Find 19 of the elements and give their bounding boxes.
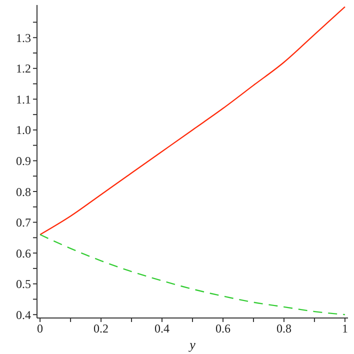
y-tick-label: 0.8 [16, 184, 31, 199]
y-tick-label: 0.4 [16, 308, 31, 322]
x-tick-label: 0.6 [215, 322, 230, 336]
y-tick-label: 1.2 [16, 62, 31, 76]
y-tick-label: 0.5 [16, 277, 31, 292]
line-series [39, 234, 346, 316]
y-tick-label: 1.1 [16, 92, 31, 106]
x-tick-label: 0.2 [94, 322, 109, 336]
x-tick-label: 1 [342, 322, 348, 336]
y-tick-label: 0.9 [16, 154, 31, 168]
x-tick-label: 0.4 [154, 322, 170, 336]
y-tick-label: 1.3 [16, 30, 31, 45]
x-tick-label: 0 [37, 322, 44, 336]
x-tick-label: 0.8 [276, 322, 292, 336]
x-axis-title: y [188, 337, 196, 352]
y-tick-label: 0.6 [16, 246, 31, 260]
y-tick-label: 0.7 [16, 216, 31, 230]
line-series [39, 6, 346, 236]
y-tick-label: 1.0 [16, 123, 31, 138]
